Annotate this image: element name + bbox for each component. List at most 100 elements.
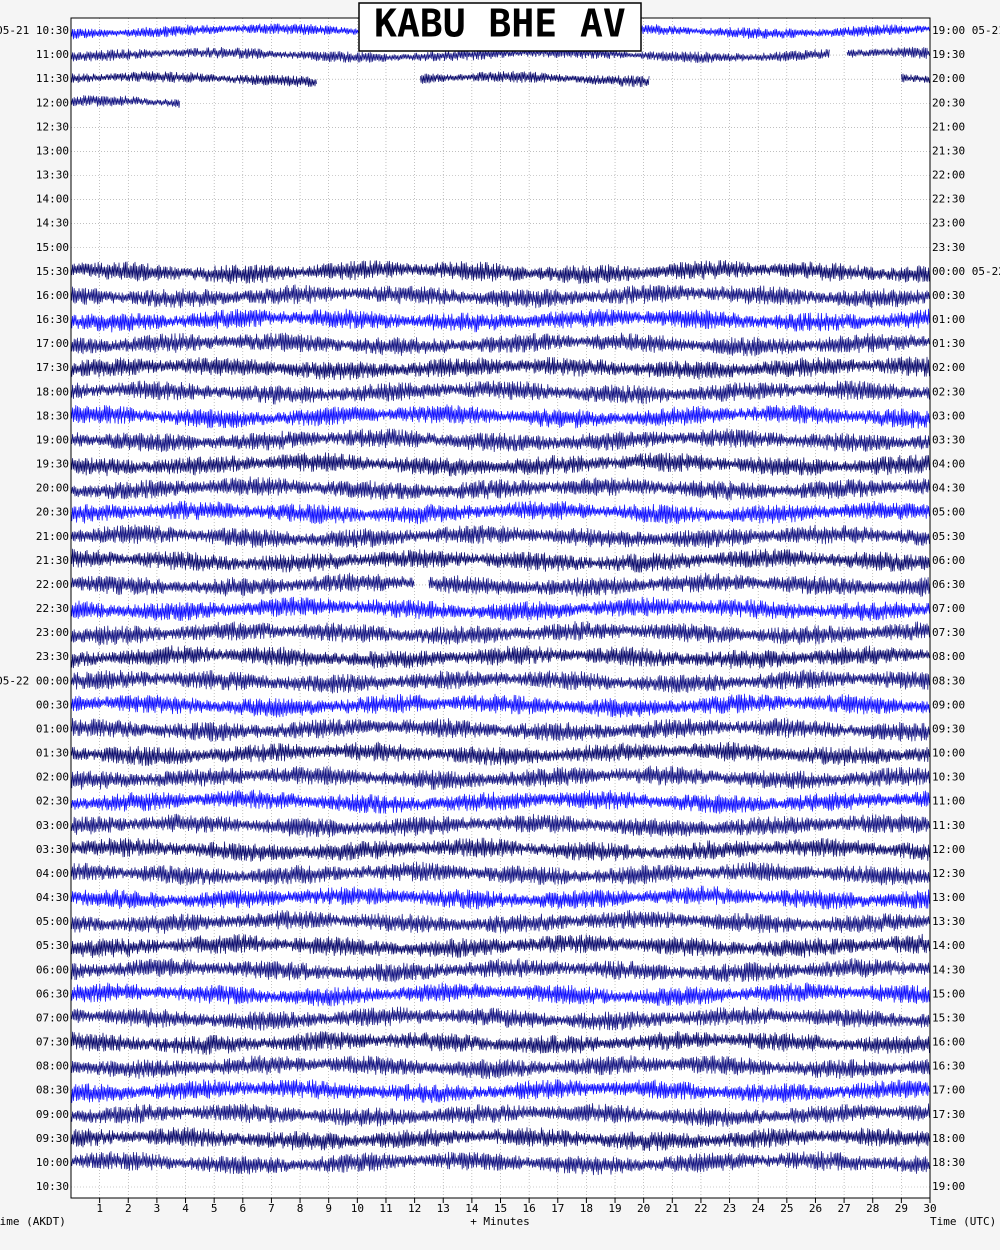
right-time-label: 10:00 bbox=[932, 747, 965, 760]
trace bbox=[70, 813, 930, 838]
left-time-label: 14:00 bbox=[36, 193, 69, 206]
trace bbox=[70, 1151, 930, 1176]
right-time-label: 10:30 bbox=[932, 771, 965, 784]
trace bbox=[70, 46, 830, 63]
left-time-label: 16:00 bbox=[36, 289, 69, 302]
x-tick-label: 8 bbox=[297, 1202, 304, 1215]
left-time-label: 20:00 bbox=[36, 482, 69, 495]
trace bbox=[70, 861, 930, 886]
left-time-label: 06:00 bbox=[36, 963, 69, 976]
x-tick-label: 6 bbox=[239, 1202, 246, 1215]
x-tick-label: 9 bbox=[325, 1202, 332, 1215]
left-time-label: 03:00 bbox=[36, 819, 69, 832]
x-tick-label: 26 bbox=[809, 1202, 822, 1215]
left-time-label: 01:00 bbox=[36, 722, 69, 735]
left-time-label: 05-21 10:30 bbox=[0, 24, 69, 37]
right-time-label: 19:00 bbox=[932, 1180, 965, 1193]
x-tick-label: 23 bbox=[723, 1202, 736, 1215]
left-time-label: 03:30 bbox=[36, 843, 69, 856]
right-time-label: 07:30 bbox=[932, 626, 965, 639]
trace bbox=[70, 1103, 930, 1127]
trace bbox=[70, 741, 930, 767]
title-box bbox=[358, 2, 642, 52]
x-tick-label: 25 bbox=[780, 1202, 793, 1215]
x-tick-label: 14 bbox=[465, 1202, 479, 1215]
trace bbox=[70, 524, 930, 549]
trace bbox=[70, 958, 930, 983]
right-time-label: 11:30 bbox=[932, 819, 965, 832]
x-tick-label: 1 bbox=[96, 1202, 103, 1215]
x-tick-label: 10 bbox=[351, 1202, 364, 1215]
right-time-label: 05:30 bbox=[932, 530, 965, 543]
trace bbox=[70, 404, 930, 429]
left-time-label: 09:00 bbox=[36, 1108, 69, 1121]
left-time-label: 07:30 bbox=[36, 1036, 69, 1049]
trace bbox=[70, 596, 930, 621]
right-time-label: 20:30 bbox=[932, 96, 965, 109]
right-time-label: 16:30 bbox=[932, 1060, 965, 1073]
left-time-label: 04:00 bbox=[36, 867, 69, 880]
x-tick-label: 3 bbox=[154, 1202, 161, 1215]
left-time-label: 10:30 bbox=[36, 1180, 69, 1193]
x-tick-label: 24 bbox=[752, 1202, 766, 1215]
x-tick-label: 19 bbox=[608, 1202, 621, 1215]
left-time-label: 23:30 bbox=[36, 650, 69, 663]
left-time-label: 07:00 bbox=[36, 1011, 69, 1024]
trace bbox=[901, 73, 930, 84]
right-time-label: 12:00 bbox=[932, 843, 965, 856]
right-time-label: 01:30 bbox=[932, 337, 965, 350]
left-time-label: 17:30 bbox=[36, 361, 69, 374]
x-tick-label: 5 bbox=[211, 1202, 218, 1215]
left-time-label: 04:30 bbox=[36, 891, 69, 904]
x-tick-label: 30 bbox=[923, 1202, 936, 1215]
x-tick-label: 11 bbox=[379, 1202, 392, 1215]
trace bbox=[70, 982, 930, 1007]
left-time-label: 22:00 bbox=[36, 578, 69, 591]
right-time-label: 14:30 bbox=[932, 963, 965, 976]
x-tick-label: 7 bbox=[268, 1202, 275, 1215]
x-tick-label: 13 bbox=[437, 1202, 450, 1215]
left-time-label: 05-22 00:00 bbox=[0, 674, 69, 687]
left-time-label: 14:30 bbox=[36, 217, 69, 230]
left-time-label: 16:30 bbox=[36, 313, 69, 326]
right-time-label: 15:30 bbox=[932, 1011, 965, 1024]
left-time-label: 15:30 bbox=[36, 265, 69, 278]
right-time-label: 08:30 bbox=[932, 674, 965, 687]
right-time-label: 02:30 bbox=[932, 385, 965, 398]
trace bbox=[70, 933, 930, 959]
left-axis-label: Time (AKDT) bbox=[0, 1215, 66, 1228]
right-time-label: 04:30 bbox=[932, 482, 965, 495]
right-time-label: 06:00 bbox=[932, 554, 965, 567]
x-tick-label: 20 bbox=[637, 1202, 650, 1215]
left-time-label: 05:00 bbox=[36, 915, 69, 928]
x-tick-label: 15 bbox=[494, 1202, 507, 1215]
right-time-label: 05:00 bbox=[932, 506, 965, 519]
trace bbox=[70, 765, 930, 790]
right-time-label: 01:00 bbox=[932, 313, 965, 326]
left-time-label: 01:30 bbox=[36, 747, 69, 760]
left-time-label: 18:30 bbox=[36, 409, 69, 422]
trace bbox=[70, 837, 930, 862]
x-tick-label: 18 bbox=[580, 1202, 593, 1215]
trace bbox=[70, 548, 930, 573]
trace bbox=[70, 71, 317, 87]
right-time-label: 03:00 bbox=[932, 409, 965, 422]
right-time-label: 17:00 bbox=[932, 1084, 965, 1097]
right-time-label: 13:00 bbox=[932, 891, 965, 904]
trace bbox=[70, 476, 930, 501]
trace bbox=[70, 572, 415, 597]
traces bbox=[70, 23, 931, 1176]
chart-title: KABU BHE AV bbox=[374, 2, 626, 46]
left-time-label: 19:00 bbox=[36, 433, 69, 446]
x-tick-label: 29 bbox=[895, 1202, 908, 1215]
left-time-label: 11:30 bbox=[36, 72, 69, 85]
right-time-label: 00:30 bbox=[932, 289, 965, 302]
right-time-label: 22:30 bbox=[932, 193, 965, 206]
labels: 1 2 3 4 5 6 7 8 9 10 11 12 13 14 15 16 17 18 19 20 21 22 23 24 2… bbox=[0, 24, 1000, 1215]
trace bbox=[70, 789, 930, 814]
left-time-label: 12:30 bbox=[36, 120, 69, 133]
right-time-label: 22:00 bbox=[932, 169, 965, 182]
left-time-label: 18:00 bbox=[36, 385, 69, 398]
